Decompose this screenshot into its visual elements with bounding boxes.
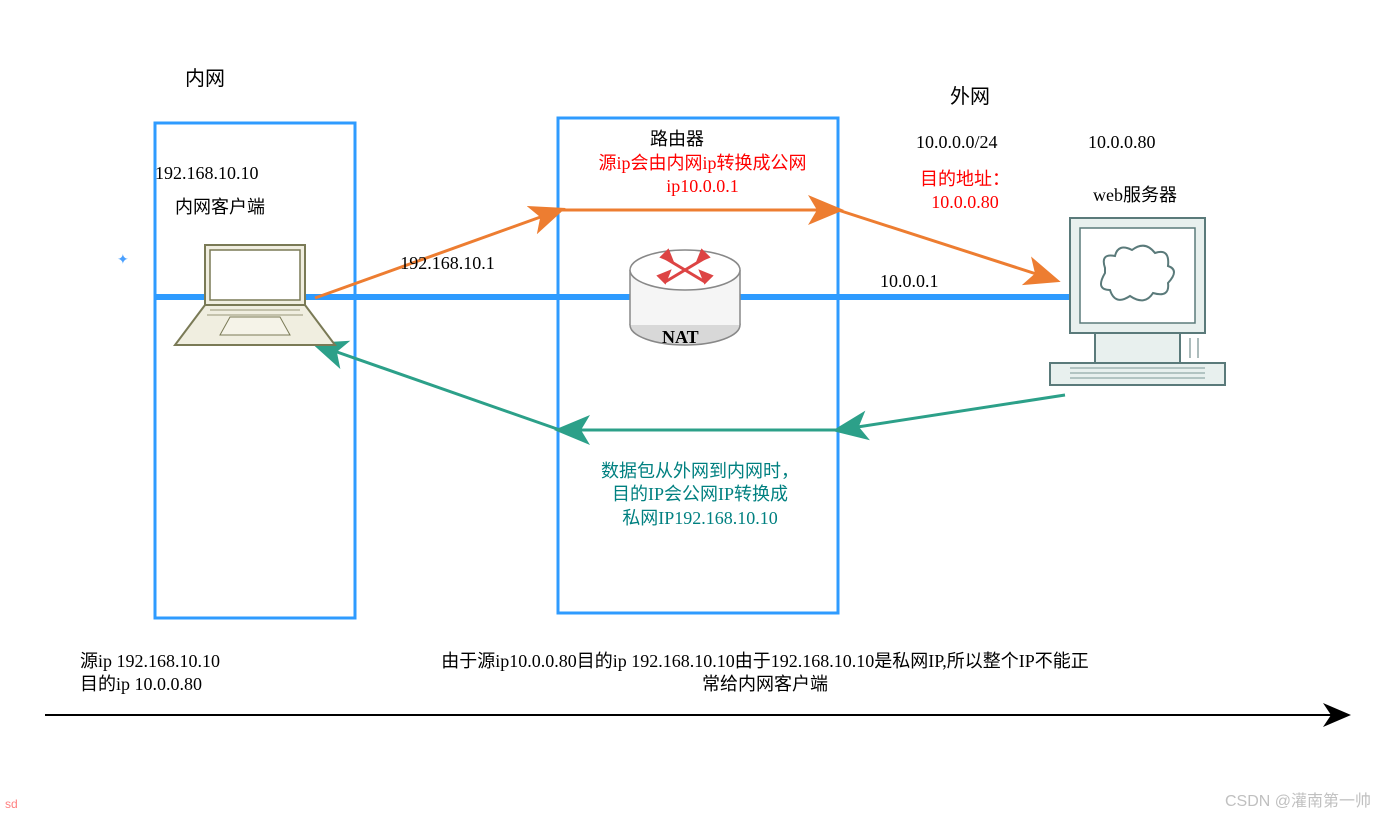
bottom-left-note: 源ip 192.168.10.10 目的ip 10.0.0.80: [80, 650, 220, 697]
diagram-canvas: { "type": "network-diagram", "dimensions…: [0, 0, 1381, 816]
bottom-note: 由于源ip10.0.0.80目的ip 192.168.10.10由于192.16…: [350, 650, 1180, 697]
arrow-in-1: [838, 395, 1065, 430]
arrow-in-3: [317, 345, 560, 430]
router-note: 源ip会由内网ip转换成公网 ip10.0.0.1: [575, 152, 830, 199]
gateway-right: 10.0.0.1: [880, 270, 939, 293]
watermark: CSDN @灌南第一帅: [1225, 787, 1371, 811]
svg-text:✦: ✦: [117, 253, 129, 268]
server-icon: [1050, 218, 1225, 385]
arrow-out-3: [838, 210, 1055, 280]
client-ip: 192.168.10.10: [155, 162, 259, 185]
gateway-left: 192.168.10.1: [395, 252, 500, 275]
nat-label: NAT: [662, 326, 699, 349]
server-ip: 10.0.0.80: [1088, 131, 1156, 154]
client-label: 内网客户端: [175, 196, 265, 219]
corner-sd: sd: [5, 797, 18, 811]
intranet-title: 内网: [185, 66, 225, 92]
server-label: web服务器: [1093, 184, 1177, 207]
extranet-subnet: 10.0.0.0/24: [916, 131, 998, 154]
router-title: 路由器: [650, 128, 704, 151]
extranet-title: 外网: [950, 84, 990, 110]
return-note: 数据包从外网到内网时， 目的IP会公网IP转换成 私网IP192.168.10.…: [580, 460, 820, 530]
laptop-icon: [175, 245, 335, 345]
dest-note: 目的地址： 10.0.0.80: [915, 168, 1015, 215]
